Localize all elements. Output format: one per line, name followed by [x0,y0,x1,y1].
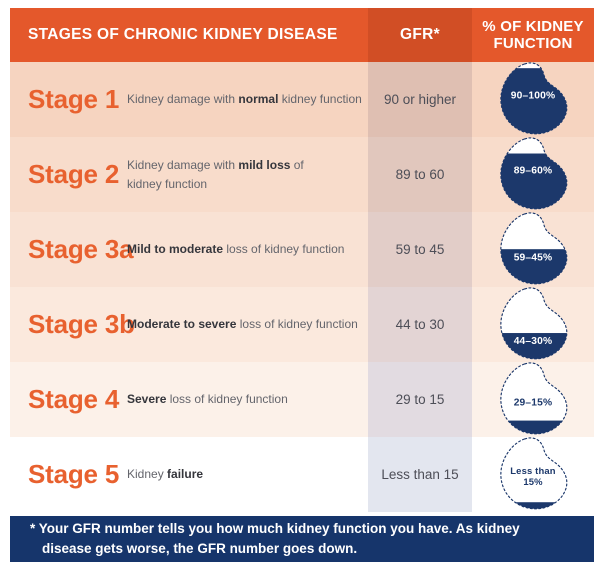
svg-text:29–15%: 29–15% [514,397,553,408]
gfr-value: 59 to 45 [368,212,472,287]
stage-description: Kidney damage with mild loss of kidney f… [127,157,304,191]
gfr-value: 29 to 15 [368,362,472,437]
table-row-stage-3a: Stage 3a Mild to moderate loss of kidney… [10,211,594,287]
stage-label: Stage 2 [28,159,120,189]
stage-label: Stage 4 [28,384,120,414]
stage-label: Stage 1 [28,84,120,114]
gfr-value: 89 to 60 [368,137,472,212]
gfr-value: 44 to 30 [368,287,472,362]
table-row-stage-5: Stage 5 Kidney failure Less than 15 Less… [10,436,594,512]
header-gfr: GFR* [368,8,472,62]
ckd-stages-table: STAGES OF CHRONIC KIDNEY DISEASE GFR* % … [10,8,594,512]
svg-text:15%: 15% [523,475,543,486]
stage-description: Mild to moderate loss of kidney function [127,242,345,257]
stage-description: Kidney failure [127,467,204,482]
stage-description: Kidney damage with normal kidney functio… [127,92,362,107]
table-header: STAGES OF CHRONIC KIDNEY DISEASE GFR* % … [10,8,594,62]
kidney-fill-icon: 59–45% [489,209,577,291]
header-title: STAGES OF CHRONIC KIDNEY DISEASE [28,26,338,43]
table-row-stage-4: Stage 4 Severe loss of kidney function 2… [10,361,594,437]
svg-text:89–60%: 89–60% [514,165,553,176]
stage-label: Stage 5 [28,459,120,489]
table-row-stage-1: Stage 1 Kidney damage with normal kidney… [10,61,594,137]
svg-text:Less than: Less than [510,465,556,476]
stage-label: Stage 3a [28,234,134,264]
gfr-footnote-text: * Your GFR number tells you how much kid… [30,521,520,556]
kidney-fill-icon: 44–30% [489,284,577,366]
kidney-fill-icon: Less than 15% [489,434,577,516]
gfr-value: Less than 15 [368,437,472,512]
svg-text:44–30%: 44–30% [514,335,553,346]
stage-label: Stage 3b [28,309,135,339]
stage-description: Moderate to severe loss of kidney functi… [127,317,358,332]
header-kidney-function: % OF KIDNEY FUNCTION [482,17,584,52]
stage-description: Severe loss of kidney function [127,392,288,407]
kidney-fill-icon: 90–100% [489,59,577,141]
table-row-stage-3b: Stage 3b Moderate to severe loss of kidn… [10,286,594,362]
table-row-stage-2: Stage 2 Kidney damage with mild loss of … [10,136,594,212]
gfr-footnote-bar: * Your GFR number tells you how much kid… [10,516,594,562]
kidney-fill-icon: 29–15% [489,359,577,441]
svg-text:59–45%: 59–45% [514,252,553,263]
svg-text:90–100%: 90–100% [511,90,555,101]
kidney-fill-icon: 89–60% [489,134,577,216]
gfr-value: 90 or higher [368,62,472,137]
